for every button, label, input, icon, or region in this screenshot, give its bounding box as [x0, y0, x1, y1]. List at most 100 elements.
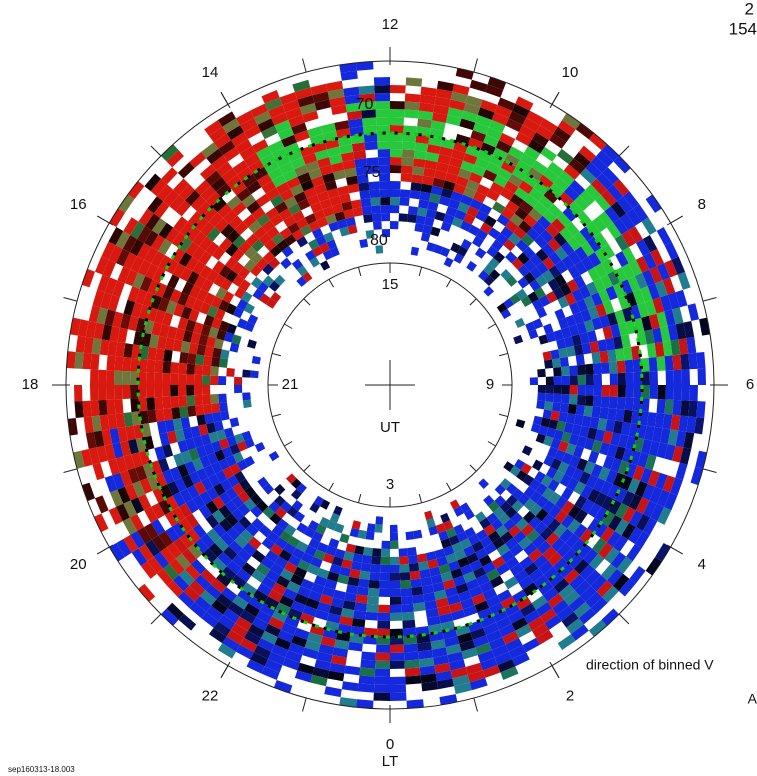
data-cell	[75, 335, 86, 353]
data-cell	[311, 227, 324, 239]
data-cell	[559, 227, 574, 242]
data-cell	[88, 447, 101, 465]
data-cell	[297, 198, 311, 211]
data-cell	[568, 158, 586, 174]
data-cell	[123, 343, 134, 358]
data-cell	[123, 454, 136, 471]
data-cell	[154, 282, 168, 298]
data-cell	[573, 275, 587, 289]
data-cell	[469, 79, 488, 93]
data-cell	[568, 201, 584, 217]
data-cell	[302, 647, 319, 660]
data-cell	[219, 237, 233, 252]
data-cell	[237, 490, 251, 504]
data-cell	[252, 166, 268, 181]
data-cell	[370, 197, 381, 206]
data-cell	[454, 549, 467, 561]
data-cell	[579, 189, 596, 206]
data-cell	[675, 289, 688, 308]
data-cell	[522, 582, 539, 597]
data-cell	[686, 416, 697, 434]
data-cell	[250, 264, 263, 277]
data-cell	[150, 519, 166, 536]
data-cell	[108, 227, 124, 246]
lt-tick-label: 22	[202, 688, 219, 705]
data-cell	[664, 241, 679, 260]
data-cell	[172, 418, 183, 431]
data-cell	[158, 530, 174, 548]
data-cell	[278, 549, 292, 562]
data-cell	[542, 500, 556, 514]
data-cell	[492, 201, 506, 214]
ut-minor-tick	[303, 298, 311, 306]
data-cell	[326, 187, 340, 199]
data-cell	[158, 255, 172, 271]
data-cell	[163, 349, 173, 363]
data-cell	[196, 414, 207, 426]
ut-minor-tick	[418, 267, 423, 276]
data-cell	[556, 212, 572, 228]
data-cell	[410, 578, 422, 588]
data-cell	[177, 292, 190, 307]
data-cell	[553, 393, 562, 403]
data-cell	[485, 162, 501, 175]
data-cell	[451, 149, 466, 161]
data-cell	[494, 484, 506, 496]
data-cell	[156, 568, 174, 586]
data-cell	[277, 629, 294, 643]
data-cell	[542, 546, 557, 561]
data-cell	[244, 152, 260, 167]
data-cell	[424, 216, 435, 227]
data-cell	[202, 548, 218, 564]
data-cell	[625, 291, 638, 308]
data-cell	[185, 513, 200, 529]
data-cell	[548, 491, 562, 505]
data-cell	[320, 499, 331, 510]
data-cell	[664, 399, 674, 415]
data-cell	[465, 662, 483, 675]
data-cell	[308, 590, 323, 602]
data-cell	[206, 528, 221, 543]
data-cell	[477, 107, 495, 120]
data-cell	[74, 401, 84, 419]
data-cell	[553, 429, 564, 441]
data-cell	[334, 548, 346, 559]
data-cell	[572, 311, 585, 325]
data-cell	[615, 503, 629, 519]
data-cell	[253, 645, 272, 660]
data-cell	[579, 564, 596, 581]
data-cell	[617, 372, 626, 385]
data-cell	[280, 134, 297, 148]
data-cell	[522, 474, 535, 487]
data-cell	[538, 580, 554, 596]
data-cell	[222, 118, 240, 134]
data-cell	[162, 385, 171, 397]
data-cell	[317, 601, 331, 613]
data-cell	[551, 537, 566, 552]
data-cell	[672, 307, 684, 325]
data-cell	[137, 527, 152, 545]
data-cell	[420, 673, 437, 684]
data-cell	[532, 623, 550, 638]
data-cell	[153, 551, 170, 569]
data-cell	[276, 518, 289, 531]
data-cell	[601, 144, 620, 162]
data-cell	[426, 615, 441, 626]
data-cell	[503, 298, 515, 309]
data-cell	[431, 647, 448, 658]
data-cell	[590, 156, 608, 173]
data-cell	[246, 659, 265, 674]
data-cell	[449, 659, 466, 671]
data-cell	[390, 109, 405, 118]
data-cell	[617, 460, 630, 476]
data-cell	[560, 514, 575, 529]
data-cell	[434, 589, 447, 601]
data-cell	[572, 445, 585, 459]
data-cell	[278, 208, 292, 221]
data-cell	[359, 190, 371, 200]
ut-minor-tick	[499, 413, 508, 418]
data-cell	[580, 241, 595, 257]
data-cell	[240, 637, 258, 653]
data-cell	[508, 645, 527, 660]
data-cell	[390, 540, 399, 549]
